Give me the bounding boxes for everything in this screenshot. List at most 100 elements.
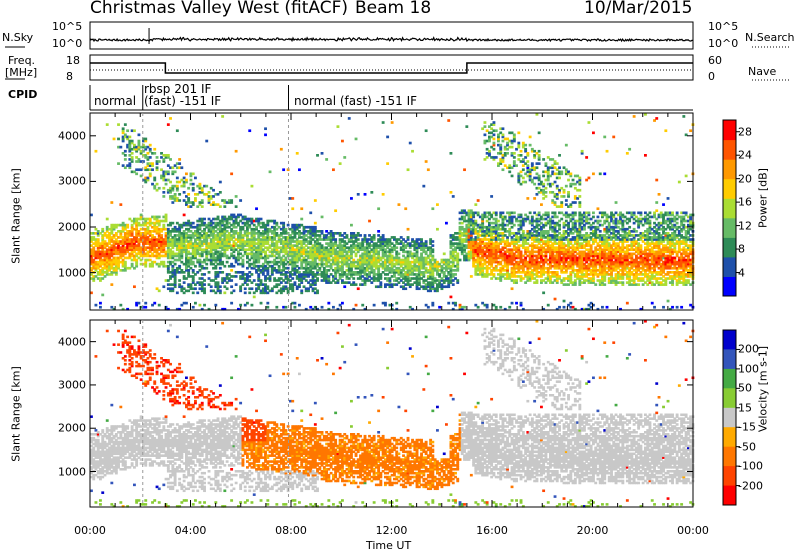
power-cell [182,232,186,235]
power-cell [189,172,193,176]
power-cell [103,271,107,274]
power-cell [218,227,222,231]
power-cell [246,227,249,231]
power-cell [282,223,286,227]
power-cell [182,238,186,241]
power-cell [126,135,130,139]
power-cell [151,215,154,219]
power-cell [370,191,374,194]
power-cell [225,287,229,291]
power-cell [227,199,231,202]
power-cell [347,277,351,280]
power-cell [103,264,107,268]
power-cell [166,238,170,241]
power-cell [241,254,245,258]
power-cell [203,232,206,235]
power-cell [110,258,114,262]
power-cell [289,248,292,252]
power-cell [270,250,274,254]
power-cell [144,156,148,159]
power-cell [284,262,288,266]
power-cell [261,230,265,233]
power-cell [377,230,381,233]
power-cell [252,234,256,237]
power-cell [205,256,209,260]
power-cell [191,186,195,190]
power-cell [327,248,331,252]
power-cell [144,240,148,243]
power-cell [257,232,261,235]
power-cell [225,254,229,258]
power-cell [135,172,139,176]
power-cell [325,230,329,233]
power-cell [164,213,168,217]
power-cell [216,193,220,196]
power-cell [101,269,105,272]
power-cell [198,260,202,264]
power-cell [99,244,102,247]
power-cell [96,264,100,268]
power-cell [519,154,523,157]
power-cell [336,269,340,272]
power-cell [277,279,281,282]
power-cell [237,234,240,237]
power-cell [451,283,455,286]
power-cell [316,289,319,293]
power-cell [194,287,197,291]
power-cell [153,230,157,233]
power-cell [203,234,206,237]
power-cell [264,133,267,137]
power-cell [196,234,200,237]
power-cell [160,230,163,233]
power-cell [411,149,414,153]
power-cell [117,266,120,270]
power-cell [483,125,487,128]
power-cell [279,277,283,280]
power-cell [139,232,143,235]
power-cell [298,279,301,282]
power-cell [175,266,179,270]
power-cell [200,285,204,289]
power-cell [178,199,182,202]
power-cell [173,238,177,241]
power-cell [334,248,338,252]
power-cell [182,242,186,245]
power-cell [286,279,290,282]
power-cell [205,250,209,254]
power-cell [218,246,222,250]
power-cell [223,264,227,268]
power-cell [189,223,193,227]
power-cell [157,264,161,268]
power-cell [207,283,211,286]
power-cell [252,227,256,231]
power-cell [252,262,256,266]
power-cell [300,232,304,235]
power-cell [248,287,252,291]
power-cell [255,264,258,268]
power-cell [187,223,191,227]
power-cell [341,238,344,241]
power-cell [121,139,125,143]
power-cell [304,273,308,276]
power-cell [108,246,111,250]
power-cell [144,264,148,268]
power-cell [214,256,218,260]
power-cell [135,303,139,307]
power-cell [119,250,123,254]
power-cell [166,269,170,272]
power-cell [94,232,98,235]
power-cell [171,166,175,170]
power-cell [261,271,265,274]
power-cell [248,232,252,235]
power-cell [139,152,143,155]
power-cell [230,275,234,278]
power-cell [293,232,297,235]
power-cell [114,266,118,270]
power-cell [207,197,211,200]
power-cell [293,250,297,254]
power-cell [169,230,172,233]
power-cell [191,201,195,204]
power-cell [157,248,161,252]
power-cell [261,269,265,272]
power-cell [212,256,215,260]
